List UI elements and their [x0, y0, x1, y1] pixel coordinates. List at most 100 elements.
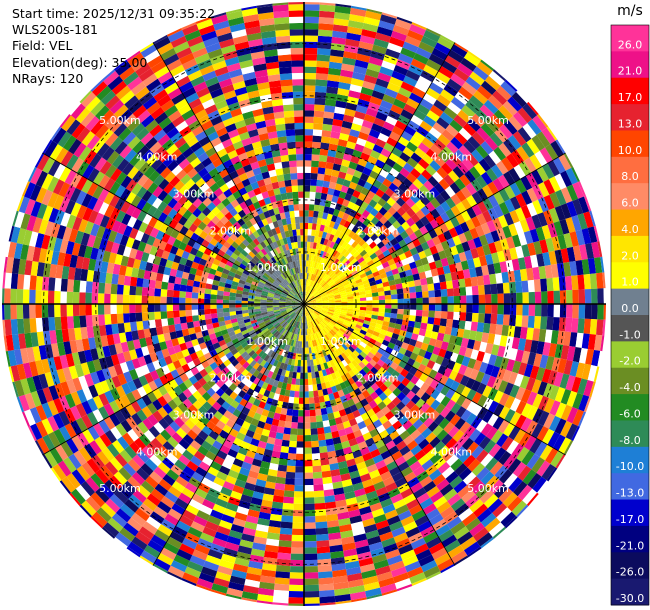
velocity-cell: [455, 383, 466, 395]
velocity-cell: [530, 340, 539, 354]
velocity-cell: [337, 347, 344, 355]
velocity-cell: [105, 324, 113, 336]
velocity-cell: [307, 341, 311, 348]
velocity-cell: [428, 310, 436, 318]
velocity-cell: [199, 532, 215, 544]
velocity-cell: [333, 189, 341, 198]
velocity-cell: [583, 396, 592, 413]
velocity-cell: [163, 542, 180, 555]
velocity-cell: [603, 288, 606, 304]
velocity-cell: [341, 323, 349, 329]
velocity-cell: [182, 388, 193, 399]
velocity-cell: [426, 110, 440, 123]
velocity-cell: [341, 257, 349, 265]
velocity-cell: [301, 322, 304, 329]
velocity-cell: [387, 275, 395, 282]
velocity-cell: [316, 304, 323, 306]
velocity-cell: [469, 368, 479, 381]
velocity-cell: [90, 371, 100, 385]
velocity-cell: [366, 134, 378, 145]
velocity-cell: [348, 238, 356, 246]
velocity-cell: [539, 444, 553, 461]
velocity-cell: [460, 186, 472, 199]
velocity-cell: [60, 212, 71, 227]
velocity-cell: [60, 278, 68, 292]
velocity-cell: [206, 255, 215, 264]
velocity-cell: [445, 124, 459, 137]
velocity-cell: [464, 347, 473, 359]
velocity-cell: [339, 264, 346, 271]
velocity-cell: [141, 304, 149, 313]
velocity-cell: [527, 315, 535, 329]
velocity-cell: [492, 178, 505, 192]
velocity-cell: [298, 309, 302, 316]
velocity-cell: [436, 478, 450, 492]
velocity-cell: [237, 446, 249, 456]
velocity-cell: [335, 244, 342, 252]
velocity-cell: [373, 480, 386, 491]
velocity-cell: [329, 281, 336, 287]
velocity-cell: [255, 446, 266, 455]
velocity-cell: [149, 370, 160, 381]
velocity-cell: [171, 432, 183, 444]
velocity-cell: [351, 269, 359, 276]
velocity-cell: [257, 341, 265, 349]
velocity-cell: [467, 136, 481, 150]
velocity-cell: [359, 223, 367, 232]
velocity-cell: [377, 132, 390, 143]
velocity-cell: [274, 292, 281, 297]
velocity-cell: [307, 279, 311, 286]
velocity-cell: [406, 344, 415, 353]
velocity-cell: [182, 537, 198, 550]
velocity-cell: [421, 459, 434, 471]
velocity-cell: [272, 299, 280, 302]
velocity-cell: [355, 379, 363, 388]
velocity-cell: [453, 287, 460, 297]
velocity-cell: [445, 319, 454, 328]
velocity-cell: [272, 281, 279, 287]
velocity-cell: [333, 410, 341, 419]
velocity-cell: [274, 323, 281, 330]
velocity-cell: [304, 385, 309, 392]
velocity-cell: [566, 200, 578, 218]
velocity-cell: [327, 187, 335, 196]
velocity-cell: [344, 364, 352, 373]
velocity-cell: [86, 269, 95, 282]
velocity-cell: [475, 449, 489, 463]
velocity-cell: [44, 450, 58, 468]
velocity-cell: [203, 560, 220, 572]
velocity-cell: [92, 325, 101, 338]
velocity-cell: [314, 248, 319, 256]
velocity-cell: [145, 261, 154, 272]
velocity-cell: [307, 266, 310, 274]
velocity-cell: [311, 148, 321, 155]
velocity-cell: [266, 296, 274, 300]
velocity-cell: [213, 476, 226, 487]
velocity-cell: [403, 125, 417, 137]
velocity-cell: [548, 176, 561, 193]
velocity-cell: [548, 207, 560, 223]
velocity-cell: [436, 167, 448, 179]
velocity-cell: [255, 315, 263, 320]
velocity-cell: [109, 181, 121, 195]
velocity-cell: [123, 285, 131, 295]
velocity-cell: [338, 354, 345, 362]
velocity-cell: [283, 427, 291, 435]
velocity-cell: [397, 461, 410, 472]
velocity-cell: [447, 101, 462, 115]
velocity-cell: [321, 356, 327, 364]
velocity-cell: [513, 373, 524, 387]
velocity-cell: [219, 325, 227, 332]
velocity-cell: [525, 216, 536, 231]
velocity-cell: [163, 215, 173, 226]
velocity-cell: [136, 186, 148, 199]
velocity-cell: [382, 249, 391, 258]
velocity-cell: [296, 309, 301, 315]
velocity-cell: [400, 549, 416, 561]
velocity-cell: [378, 268, 386, 275]
velocity-cell: [74, 363, 85, 378]
velocity-cell: [207, 370, 217, 379]
velocity-cell: [294, 334, 298, 341]
velocity-cell: [533, 353, 543, 368]
velocity-cell: [484, 313, 492, 324]
